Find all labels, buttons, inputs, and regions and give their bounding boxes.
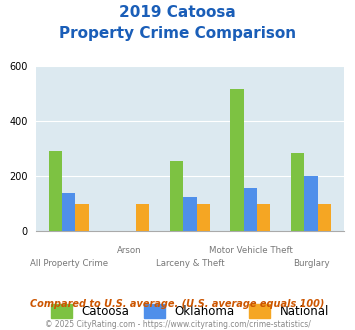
Bar xyxy=(244,187,257,231)
Bar xyxy=(76,204,89,231)
Bar xyxy=(291,152,304,231)
Bar xyxy=(230,89,244,231)
Bar xyxy=(318,204,331,231)
Bar xyxy=(170,161,183,231)
Text: Motor Vehicle Theft: Motor Vehicle Theft xyxy=(208,246,293,255)
Text: All Property Crime: All Property Crime xyxy=(30,259,108,268)
Text: Larceny & Theft: Larceny & Theft xyxy=(155,259,224,268)
Text: 2019 Catoosa: 2019 Catoosa xyxy=(119,5,236,20)
Text: Arson: Arson xyxy=(117,246,142,255)
Text: Property Crime Comparison: Property Crime Comparison xyxy=(59,26,296,41)
Bar xyxy=(136,204,149,231)
Text: © 2025 CityRating.com - https://www.cityrating.com/crime-statistics/: © 2025 CityRating.com - https://www.city… xyxy=(45,320,310,329)
Bar xyxy=(197,204,210,231)
Bar xyxy=(304,176,318,231)
Bar xyxy=(62,192,76,231)
Bar xyxy=(183,197,197,231)
Bar xyxy=(257,204,271,231)
Text: Compared to U.S. average. (U.S. average equals 100): Compared to U.S. average. (U.S. average … xyxy=(30,299,325,309)
Bar xyxy=(49,151,62,231)
Legend: Catoosa, Oklahoma, National: Catoosa, Oklahoma, National xyxy=(46,300,334,323)
Text: Burglary: Burglary xyxy=(293,259,329,268)
